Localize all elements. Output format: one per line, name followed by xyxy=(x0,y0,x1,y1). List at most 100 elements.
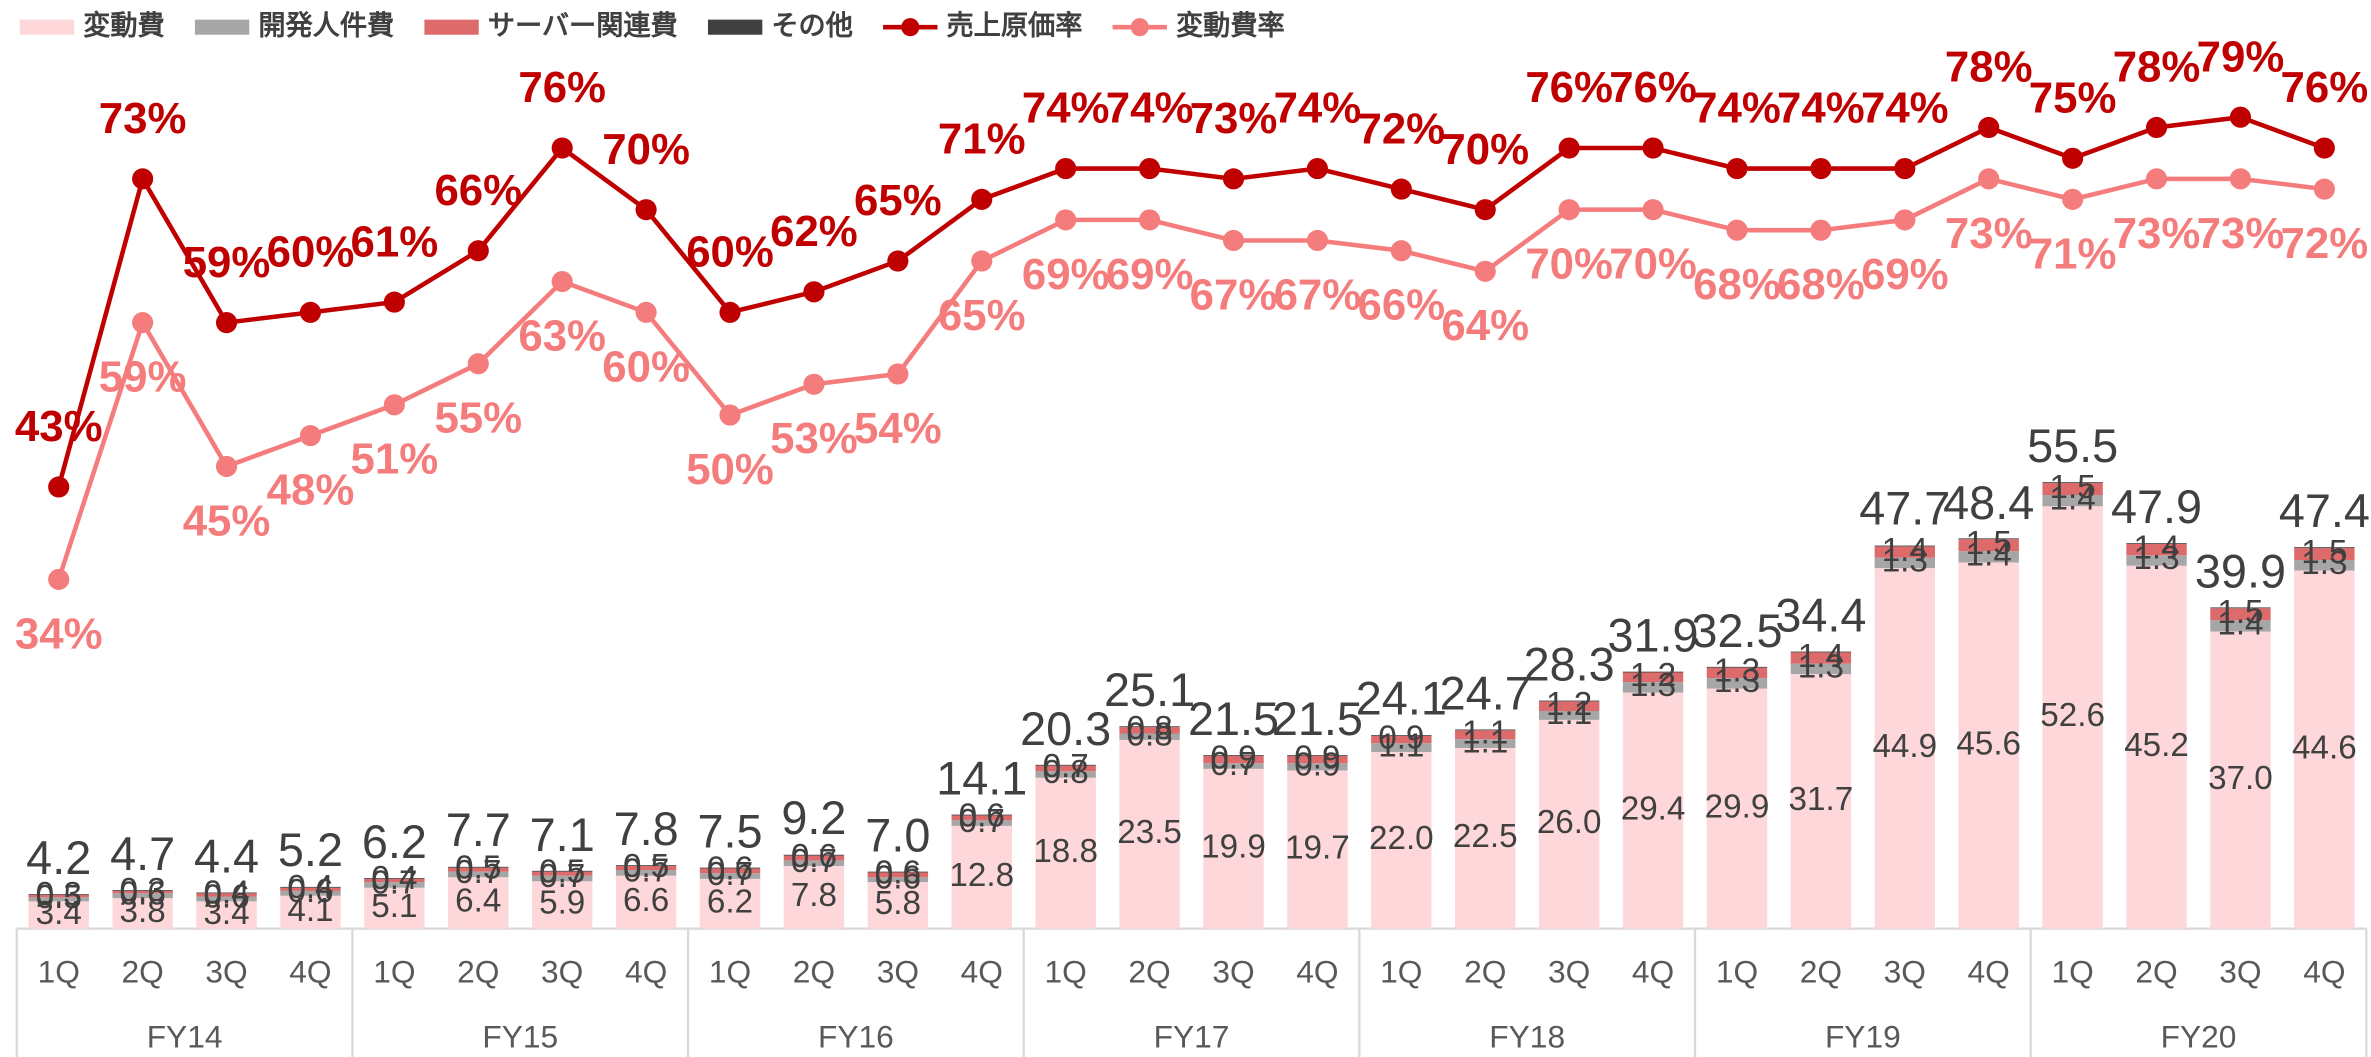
line-point xyxy=(1894,209,1916,231)
total-label: 7.0 xyxy=(865,810,930,862)
segment-label: 23.5 xyxy=(1117,814,1182,851)
bar-segment xyxy=(2210,631,2271,929)
line-point xyxy=(1894,157,1916,180)
bar-segment xyxy=(448,877,509,929)
segment-label: 29.4 xyxy=(1621,790,1686,827)
line-point xyxy=(1139,209,1161,231)
line-point xyxy=(215,455,238,478)
line-label: 75% xyxy=(2029,73,2117,122)
bar-segment xyxy=(531,871,593,876)
total-label: 47.4 xyxy=(2279,485,2370,537)
bar-segment xyxy=(1371,743,1432,752)
segment-label: 0.7 xyxy=(1210,746,1256,783)
line-point xyxy=(803,281,825,303)
bar-segment xyxy=(1790,651,1852,653)
line-point xyxy=(1055,157,1077,180)
segment-label: 0.3 xyxy=(120,872,166,909)
legend-swatch xyxy=(901,18,920,37)
x-tick-label: 3Q xyxy=(1884,953,1926,989)
segment-label: 37.0 xyxy=(2208,760,2273,797)
bar-segment xyxy=(615,875,677,929)
bar-segment xyxy=(783,855,845,861)
legend-label: サーバー関連費 xyxy=(488,9,678,40)
bar-segment xyxy=(112,890,173,891)
segment-label: 1.1 xyxy=(1378,727,1424,764)
total-label: 5.2 xyxy=(278,824,343,876)
line-label: 73% xyxy=(1190,94,1278,143)
x-tick-label: 1Q xyxy=(2051,953,2093,989)
segment-label: 1.3 xyxy=(1798,649,1844,686)
segment-label: 1.4 xyxy=(1882,532,1928,569)
bar-segment xyxy=(1287,755,1348,764)
bar-segment xyxy=(1622,671,1684,673)
bar-segment xyxy=(2294,570,2355,929)
segment-label: 1.3 xyxy=(2133,540,2179,577)
bar-segment xyxy=(1958,562,2019,929)
line-point xyxy=(551,137,573,159)
group-label: FY18 xyxy=(1489,1018,1565,1054)
segment-label: 0.9 xyxy=(1294,739,1340,776)
segment-label: 1.5 xyxy=(1966,525,2012,562)
line-label: 66% xyxy=(434,166,522,215)
segment-label: 0.5 xyxy=(36,879,82,916)
segment-label: 0.6 xyxy=(287,873,333,910)
bar-segment xyxy=(867,871,929,873)
bar-segment xyxy=(1622,692,1684,929)
bar-segment xyxy=(2210,607,2271,609)
line-point xyxy=(2062,147,2084,169)
bar-segment xyxy=(280,890,341,896)
group-label: FY14 xyxy=(147,1018,223,1054)
line-point xyxy=(2062,188,2084,210)
bar-segment xyxy=(783,860,845,867)
x-tick-label: 1Q xyxy=(1716,953,1758,989)
total-label: 14.1 xyxy=(936,753,1027,805)
total-label: 21.5 xyxy=(1272,693,1363,745)
bar-segment xyxy=(1287,770,1348,929)
line-point xyxy=(971,188,993,210)
bar-segment xyxy=(1035,764,1096,766)
x-tick-label: 1Q xyxy=(38,953,80,989)
bar-segment xyxy=(1455,729,1516,731)
line-label: 63% xyxy=(518,311,606,360)
total-label: 55.5 xyxy=(2027,420,2118,472)
line-point xyxy=(48,568,70,590)
bar-segment xyxy=(280,895,341,929)
bar-segment xyxy=(615,870,677,876)
segment-label: 1.4 xyxy=(1798,638,1844,675)
line-point xyxy=(1558,199,1580,221)
segment-label: 19.7 xyxy=(1285,829,1350,866)
line-label: 69% xyxy=(1106,250,1194,299)
bar-segment xyxy=(448,871,509,878)
line-point xyxy=(1642,137,1664,159)
line-label: 73% xyxy=(2197,209,2285,258)
total-label: 6.2 xyxy=(362,816,427,868)
legend-label: 変動費 xyxy=(83,9,165,40)
segment-label: 0.7 xyxy=(455,854,501,891)
line-point xyxy=(887,250,909,272)
bar-segment xyxy=(2210,608,2271,621)
bar-segment xyxy=(1958,539,2019,552)
x-tick-label: 4Q xyxy=(289,953,331,989)
segment-label: 1.3 xyxy=(2301,545,2347,582)
line-label: 70% xyxy=(1441,125,1529,174)
segment-label: 0.6 xyxy=(120,876,166,913)
line-label: 74% xyxy=(1106,84,1194,133)
line-label: 74% xyxy=(1274,84,1362,133)
line-point xyxy=(1978,116,2000,139)
bar-segment xyxy=(1790,652,1852,664)
bar-segment xyxy=(2210,620,2271,632)
line-point xyxy=(1474,260,1496,282)
segment-label: 5.9 xyxy=(539,885,585,922)
line-point xyxy=(2145,116,2168,139)
bar-segment xyxy=(783,866,845,929)
segment-label: 0.7 xyxy=(791,843,837,880)
bar-segment xyxy=(1538,700,1600,702)
bar-segment xyxy=(1958,538,2019,540)
bar-segment xyxy=(1874,568,1935,929)
x-tick-label: 2Q xyxy=(1800,953,1842,989)
segment-label: 1.4 xyxy=(2133,529,2179,566)
line-label: 76% xyxy=(2281,63,2369,112)
bar-segment xyxy=(364,882,425,888)
bar-segment xyxy=(1455,739,1516,748)
